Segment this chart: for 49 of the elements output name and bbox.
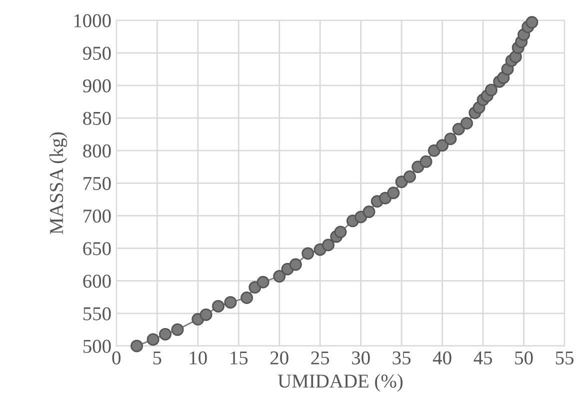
point bbox=[159, 328, 172, 340]
point bbox=[452, 122, 465, 136]
x-tick-label: 10 bbox=[190, 351, 207, 364]
point bbox=[334, 226, 347, 238]
x-tick-label: 30 bbox=[352, 351, 370, 364]
point bbox=[420, 155, 432, 168]
x-tick-label: 45 bbox=[474, 352, 492, 364]
y-tick-label: 600 bbox=[83, 274, 111, 288]
x-tick-label: 55 bbox=[556, 352, 574, 364]
y-tick-label: 700 bbox=[84, 210, 111, 223]
x-tick-label: 0 bbox=[112, 351, 121, 364]
x-tick-label: 15 bbox=[230, 351, 248, 364]
point bbox=[484, 84, 498, 96]
point bbox=[460, 116, 474, 130]
x-tick-label: 25 bbox=[311, 351, 330, 364]
point bbox=[200, 308, 212, 321]
x-tick-label: 20 bbox=[270, 351, 288, 364]
y-tick-label: 900 bbox=[83, 79, 111, 92]
point bbox=[403, 170, 416, 183]
x-axis-title: UMIDADE (%) bbox=[278, 374, 403, 392]
y-tick-label: 500 bbox=[84, 340, 111, 353]
point bbox=[130, 340, 144, 352]
point bbox=[171, 323, 184, 336]
y-tick-label: 1000 bbox=[74, 14, 111, 28]
point bbox=[212, 300, 224, 312]
x-tick-label: 40 bbox=[432, 351, 452, 364]
x-tick-label: 50 bbox=[515, 351, 533, 364]
x-tick-label: 35 bbox=[392, 351, 411, 364]
y-tick-label: 750 bbox=[84, 176, 111, 190]
y-tick-label: 800 bbox=[83, 144, 111, 158]
point bbox=[322, 238, 334, 252]
point bbox=[240, 292, 254, 304]
point bbox=[436, 139, 449, 152]
point bbox=[256, 276, 270, 288]
point bbox=[289, 258, 302, 271]
x-tick-label: 5 bbox=[153, 352, 162, 364]
y-tick-label: 850 bbox=[83, 112, 111, 125]
y-axis-title: MASSA (kg) bbox=[49, 132, 68, 234]
point bbox=[273, 270, 286, 283]
y-tick-label: 950 bbox=[83, 46, 111, 60]
point bbox=[224, 296, 237, 309]
y-tick-label: 550 bbox=[84, 307, 111, 320]
y-tick-label: 650 bbox=[83, 242, 111, 256]
point bbox=[387, 186, 400, 200]
point bbox=[146, 333, 160, 346]
point bbox=[302, 247, 314, 260]
point bbox=[444, 132, 457, 146]
point bbox=[526, 16, 538, 29]
point bbox=[362, 206, 376, 218]
